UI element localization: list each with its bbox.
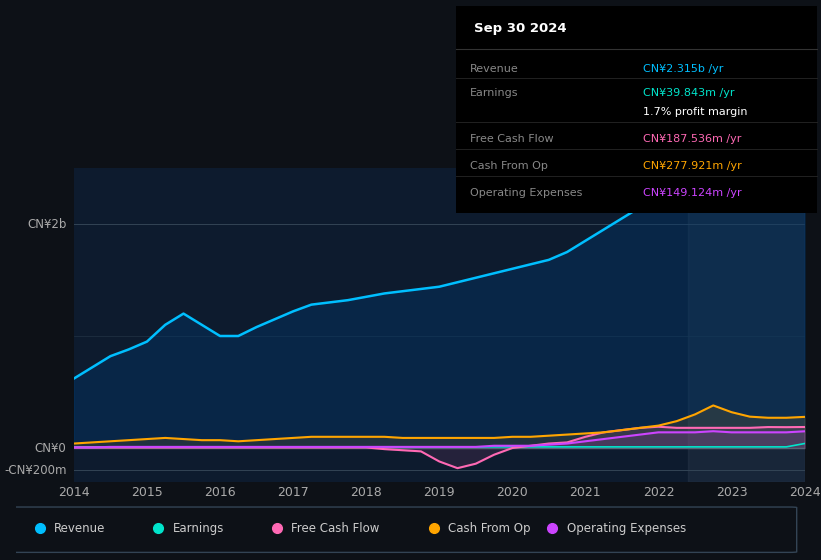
Text: CN¥277.921m /yr: CN¥277.921m /yr <box>644 161 742 171</box>
Text: 1.7% profit margin: 1.7% profit margin <box>644 107 748 117</box>
Text: Free Cash Flow: Free Cash Flow <box>470 134 553 144</box>
Text: CN¥0: CN¥0 <box>34 441 67 455</box>
Text: Earnings: Earnings <box>470 88 519 99</box>
Text: CN¥187.536m /yr: CN¥187.536m /yr <box>644 134 742 144</box>
Text: CN¥2.315b /yr: CN¥2.315b /yr <box>644 64 724 73</box>
Text: Free Cash Flow: Free Cash Flow <box>291 522 379 535</box>
Text: Cash From Op: Cash From Op <box>470 161 548 171</box>
Text: CN¥39.843m /yr: CN¥39.843m /yr <box>644 88 735 99</box>
Text: Revenue: Revenue <box>470 64 519 73</box>
Text: CN¥2b: CN¥2b <box>27 217 67 231</box>
Text: Revenue: Revenue <box>54 522 106 535</box>
Bar <box>688 168 805 482</box>
Text: -CN¥200m: -CN¥200m <box>4 464 67 477</box>
Text: Sep 30 2024: Sep 30 2024 <box>474 22 566 35</box>
Text: Earnings: Earnings <box>172 522 224 535</box>
Text: Operating Expenses: Operating Expenses <box>566 522 686 535</box>
Text: Operating Expenses: Operating Expenses <box>470 188 582 198</box>
Text: CN¥149.124m /yr: CN¥149.124m /yr <box>644 188 742 198</box>
Text: Cash From Op: Cash From Op <box>448 522 531 535</box>
